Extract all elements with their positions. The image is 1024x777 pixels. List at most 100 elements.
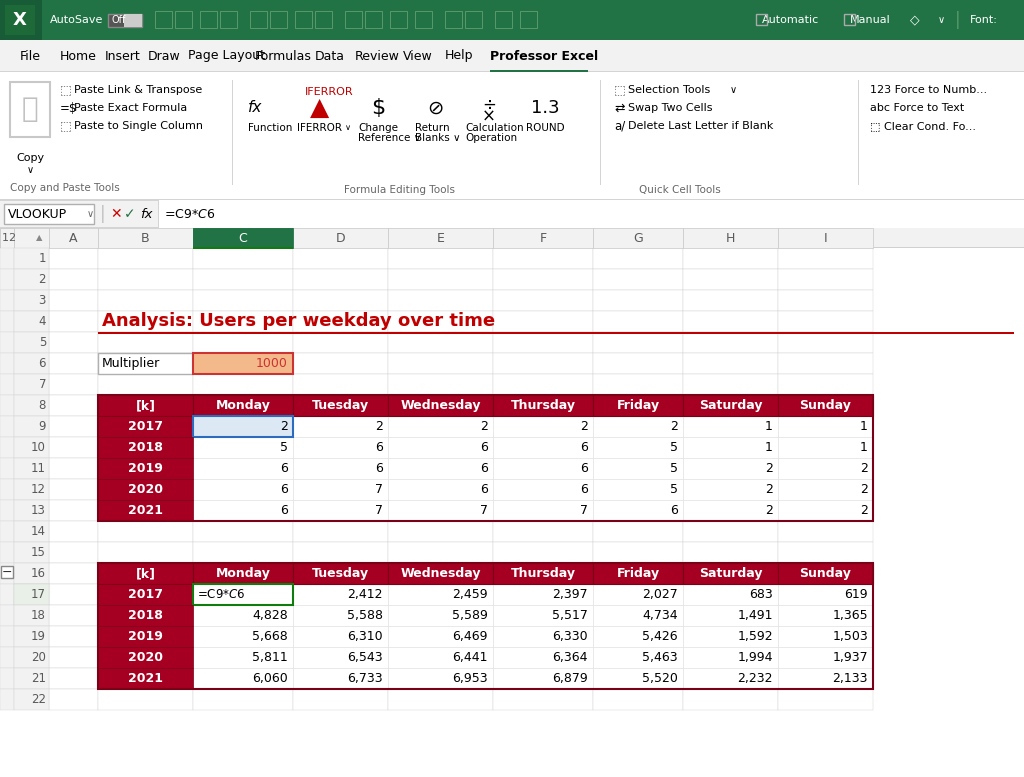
Text: Operation: Operation xyxy=(465,133,517,143)
Bar xyxy=(493,479,593,500)
Bar xyxy=(193,269,293,290)
Bar xyxy=(493,563,593,584)
Bar xyxy=(0,500,14,521)
Bar xyxy=(593,416,683,437)
Text: Help: Help xyxy=(445,50,473,62)
Bar xyxy=(683,269,778,290)
Text: 4: 4 xyxy=(39,315,46,328)
Text: 2019: 2019 xyxy=(128,630,163,643)
Bar xyxy=(683,647,778,668)
Text: B: B xyxy=(141,232,150,245)
Bar xyxy=(193,353,293,374)
Bar xyxy=(293,584,388,605)
Text: Paste to Single Column: Paste to Single Column xyxy=(74,121,203,131)
Bar xyxy=(155,11,172,28)
Bar xyxy=(193,416,293,437)
Bar xyxy=(98,647,193,668)
Bar xyxy=(593,668,683,689)
Bar xyxy=(493,563,593,584)
Bar xyxy=(388,626,493,647)
Text: 6: 6 xyxy=(581,462,588,475)
Bar xyxy=(98,479,193,500)
Bar xyxy=(193,689,293,710)
Text: 6,879: 6,879 xyxy=(552,672,588,685)
Text: ∨: ∨ xyxy=(730,85,737,95)
Bar xyxy=(0,395,14,416)
Text: File: File xyxy=(20,50,41,62)
Text: 7: 7 xyxy=(480,504,488,517)
Bar xyxy=(193,228,293,248)
Bar xyxy=(293,416,388,437)
Text: 2: 2 xyxy=(39,273,46,286)
Bar xyxy=(0,200,1024,201)
Bar xyxy=(778,374,873,395)
Bar xyxy=(388,521,493,542)
Text: Function: Function xyxy=(248,123,293,133)
Bar xyxy=(193,668,293,689)
Bar xyxy=(683,689,778,710)
Text: A: A xyxy=(70,232,78,245)
Bar xyxy=(98,563,193,584)
Text: 18: 18 xyxy=(31,609,46,622)
Bar xyxy=(0,247,1024,248)
Bar xyxy=(593,479,683,500)
Text: 683: 683 xyxy=(750,588,773,601)
Text: 1,592: 1,592 xyxy=(737,630,773,643)
Text: 5,517: 5,517 xyxy=(552,609,588,622)
Bar xyxy=(193,437,293,458)
Text: Saturday: Saturday xyxy=(698,399,762,412)
Text: 7: 7 xyxy=(39,378,46,391)
Bar xyxy=(388,563,493,584)
Bar xyxy=(756,14,767,25)
Text: Calculation: Calculation xyxy=(465,123,523,133)
Bar xyxy=(0,311,14,332)
Bar xyxy=(593,668,683,689)
Bar xyxy=(593,228,683,248)
Text: 6: 6 xyxy=(480,462,488,475)
Text: Reference ∨: Reference ∨ xyxy=(358,133,421,143)
Bar xyxy=(683,584,778,605)
Text: 21: 21 xyxy=(31,672,46,685)
Bar xyxy=(388,668,493,689)
Bar xyxy=(0,458,14,479)
Bar xyxy=(593,542,683,563)
Text: 6: 6 xyxy=(281,504,288,517)
Text: ⬚: ⬚ xyxy=(614,83,626,96)
Text: 6: 6 xyxy=(581,441,588,454)
Text: 15: 15 xyxy=(31,546,46,559)
Bar xyxy=(49,605,98,626)
Bar xyxy=(293,647,388,668)
Text: 1,937: 1,937 xyxy=(833,651,868,664)
Text: X: X xyxy=(13,11,27,29)
Bar xyxy=(315,11,332,28)
Text: 10: 10 xyxy=(31,441,46,454)
Text: |: | xyxy=(955,11,961,29)
Bar xyxy=(683,668,778,689)
Bar xyxy=(14,500,1024,521)
Text: 6: 6 xyxy=(281,462,288,475)
Text: 20: 20 xyxy=(31,651,46,664)
Bar xyxy=(593,479,683,500)
Bar xyxy=(493,584,593,605)
Bar xyxy=(493,395,593,416)
Bar xyxy=(388,228,493,248)
Bar xyxy=(98,269,193,290)
Bar xyxy=(0,228,1024,777)
Text: Thursday: Thursday xyxy=(511,567,575,580)
Bar xyxy=(493,374,593,395)
Text: ROUND: ROUND xyxy=(525,123,564,133)
Bar xyxy=(49,668,98,689)
Bar xyxy=(778,626,873,647)
Text: 6,953: 6,953 xyxy=(453,672,488,685)
Bar xyxy=(98,332,1014,334)
Text: I: I xyxy=(823,232,827,245)
Bar xyxy=(778,437,873,458)
Bar xyxy=(778,605,873,626)
Bar xyxy=(14,374,1024,395)
Bar xyxy=(193,353,293,374)
Bar xyxy=(683,332,778,353)
Bar xyxy=(8,80,52,160)
Bar xyxy=(415,88,455,128)
Bar xyxy=(14,668,1024,689)
Bar xyxy=(14,353,49,374)
